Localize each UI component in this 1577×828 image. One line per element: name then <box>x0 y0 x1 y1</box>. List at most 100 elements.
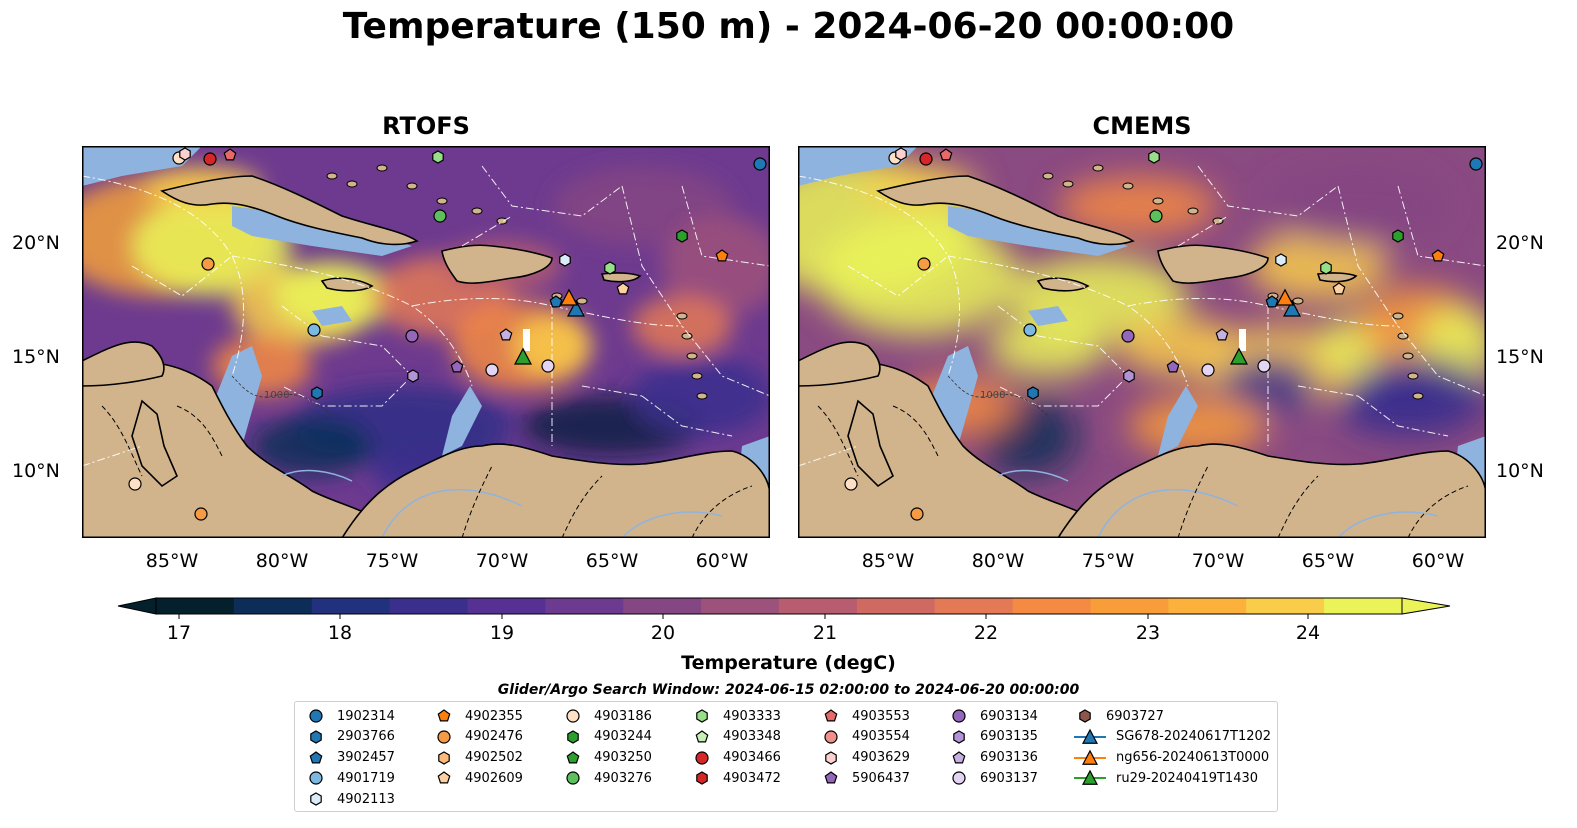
colorbar-segment <box>934 598 1014 614</box>
legend-item-label: 4903629 <box>852 750 910 766</box>
map-marker-4903186 <box>844 477 858 491</box>
legend-marker-hexagon-icon <box>438 750 450 765</box>
legend-marker-pentagon-icon <box>824 709 838 722</box>
legend-argo-marker <box>696 709 708 723</box>
map-glider-ng656-20240613T0000 <box>1276 288 1294 306</box>
legend-argo-marker <box>952 750 966 764</box>
map-marker-3902457 <box>1265 295 1279 308</box>
legend-argo-marker <box>696 771 708 786</box>
legend-marker-hexagon-icon <box>696 709 708 723</box>
legend-item-6903727: 6903727 <box>1074 706 1164 726</box>
map-marker-4902113 <box>559 253 571 267</box>
colorbar-segment <box>311 598 391 614</box>
legend-item-label: SG678-20240617T1202 <box>1116 729 1272 745</box>
map-marker-4903333 <box>1320 261 1332 275</box>
legend-item-6903136: 6903136 <box>948 748 1038 768</box>
legend-argo-marker <box>695 750 709 765</box>
map-marker-6903135 <box>1123 369 1135 383</box>
colorbar-label: Temperature (degC) <box>681 652 896 674</box>
colorbar-segment <box>1168 598 1247 614</box>
colorbar-tick-21: 21 <box>813 622 837 644</box>
temperature-colorbar: 17 18 19 20 21 22 23 24 <box>117 597 1451 644</box>
legend-item-label: 4903333 <box>723 708 781 724</box>
legend-item-label: 4902502 <box>465 750 523 766</box>
colorbar-tick-24: 24 <box>1296 622 1320 644</box>
lat-tick-1: 15°N <box>12 346 60 368</box>
map-marker-4901719 <box>1023 323 1037 337</box>
colorbar-tick-19: 19 <box>490 622 514 644</box>
cmems-temperature-map: 1000 <box>798 146 1486 538</box>
colorbar-segment <box>1090 598 1169 614</box>
legend-item-label: 4902113 <box>337 791 395 807</box>
legend-argo-marker <box>566 771 580 785</box>
legend-marker-circle-icon <box>437 730 451 744</box>
legend-marker-hexagon-icon <box>310 730 322 744</box>
colorbar-segment <box>389 598 468 614</box>
legend-item-label: 6903135 <box>980 729 1038 745</box>
legend-marker-pentagon-icon <box>695 730 709 743</box>
legend-marker-circle-icon <box>952 771 966 785</box>
legend-argo-marker <box>309 771 323 785</box>
legend-argo-marker <box>952 709 966 723</box>
legend-item-4903472: 4903472 <box>691 768 781 788</box>
legend-item-4903554: 4903554 <box>820 727 910 747</box>
lat-tick-1: 15°N <box>1496 346 1544 368</box>
lon-tick-1: 80°W <box>255 550 309 572</box>
legend-marker-pentagon-icon <box>309 750 323 764</box>
legend-item-label: 4903466 <box>723 750 781 766</box>
map-marker-2903766 <box>1027 386 1039 400</box>
legend-item-label: 6903137 <box>980 770 1038 786</box>
lon-tick-4: 65°W <box>585 550 639 572</box>
legend-item-4903466: 4903466 <box>691 748 781 768</box>
legend-argo-marker <box>437 709 451 722</box>
map-marker-6903136 <box>1215 328 1229 341</box>
legend-marker-pentagon-icon <box>824 771 838 784</box>
legend-argo-marker <box>310 730 322 744</box>
map-marker-4903244 <box>676 229 688 243</box>
colorbar-tick-22: 22 <box>974 622 998 644</box>
map-marker-4903276 <box>433 209 447 223</box>
legend-item-4903553: 4903553 <box>820 706 910 726</box>
legend-marker-pentagon-icon <box>952 750 966 764</box>
lon-tick-0: 85°W <box>145 550 199 572</box>
colorbar-segment <box>701 598 780 614</box>
legend-item-label: 4901719 <box>337 770 395 786</box>
colorbar-segment <box>156 598 235 614</box>
lat-tick-0: 20°N <box>1496 232 1544 254</box>
bathymetry-contour-label: 1000 <box>980 390 1005 401</box>
legend-item-label: 4903553 <box>852 708 910 724</box>
colorbar-segment <box>856 598 936 614</box>
legend-argo-marker <box>567 730 579 744</box>
legend-argo-marker <box>309 709 323 723</box>
legend-marker-hexagon-icon <box>953 730 965 744</box>
legend-argo-marker <box>1079 709 1091 723</box>
legend: 1902314 2903766 3902457 4901719 4902113 49023… <box>294 701 1278 812</box>
legend-argo-marker <box>566 709 580 723</box>
legend-item-ru29-20240419T1430: ru29-20240419T1430 <box>1074 768 1258 788</box>
map-glider-ng656-20240613T0000 <box>560 288 578 306</box>
map-marker-4902609 <box>616 282 630 295</box>
legend-glider-marker <box>1082 728 1098 744</box>
legend-item-ng656-20240613T0000: ng656-20240613T0000 <box>1074 748 1269 768</box>
map-marker-4902355 <box>715 249 729 262</box>
main-title: Temperature (150 m) - 2024-06-20 00:00:0… <box>342 6 1235 47</box>
legend-glider-marker <box>1082 749 1098 765</box>
map-marker-3902457 <box>549 295 563 308</box>
map-marker-6903137 <box>485 363 499 377</box>
legend-argo-marker <box>824 730 838 744</box>
legend-argo-marker <box>824 709 838 722</box>
lon-tick-5: 60°W <box>695 550 749 572</box>
lat-tick-2: 10°N <box>12 460 60 482</box>
legend-argo-marker <box>566 750 580 764</box>
legend-item-label: ng656-20240613T0000 <box>1116 750 1270 766</box>
panel-title-cmems: CMEMS <box>1092 112 1192 140</box>
legend-item-3902457: 3902457 <box>305 748 395 768</box>
map-marker-4903244 <box>1392 229 1404 243</box>
legend-argo-marker <box>953 730 965 744</box>
lon-tick-4: 65°W <box>1301 550 1355 572</box>
legend-item-label: 4903472 <box>723 770 781 786</box>
legend-item-label: 3902457 <box>337 750 395 766</box>
colorbar-segment <box>1324 598 1403 614</box>
map-marker-6903137 <box>1201 363 1215 377</box>
legend-item-6903135: 6903135 <box>948 727 1038 747</box>
